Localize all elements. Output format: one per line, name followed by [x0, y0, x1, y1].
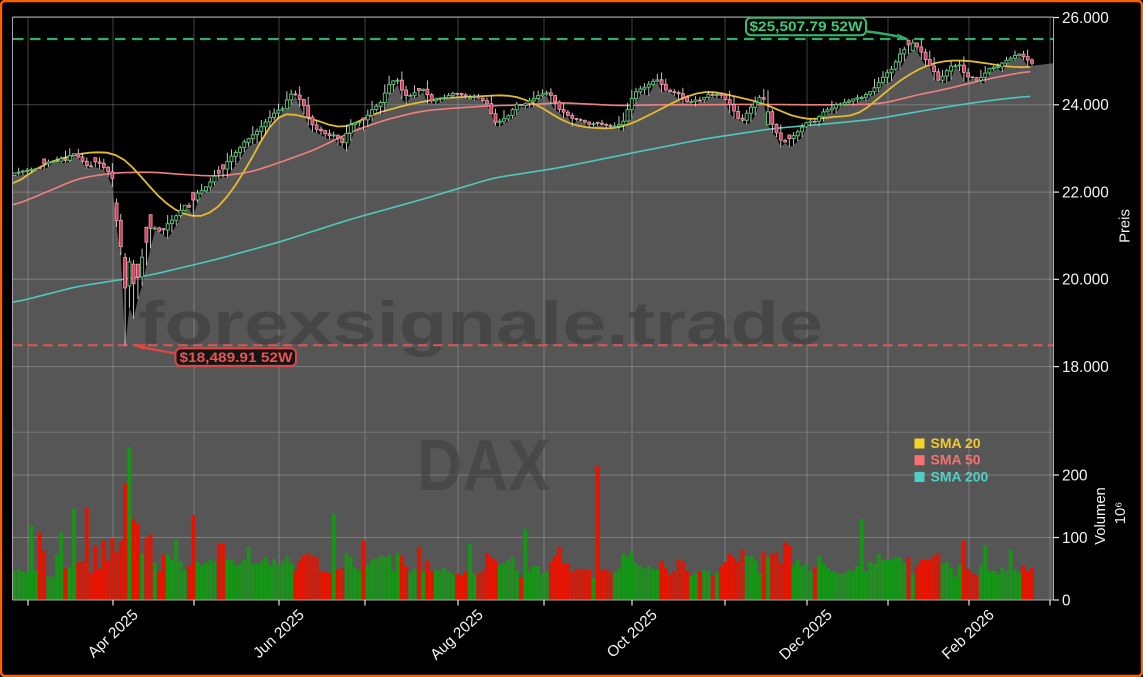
- svg-text:10⁶: 10⁶: [1113, 502, 1129, 525]
- svg-text:200: 200: [1062, 467, 1088, 484]
- svg-text:20.000: 20.000: [1062, 272, 1109, 289]
- svg-text:0: 0: [1062, 592, 1071, 609]
- svg-text:26.000: 26.000: [1062, 10, 1109, 27]
- svg-text:$18,489.91 52W: $18,489.91 52W: [180, 350, 294, 365]
- svg-text:24.000: 24.000: [1062, 97, 1109, 114]
- svg-text:SMA 20: SMA 20: [931, 435, 981, 451]
- svg-text:$25,507.79 52W: $25,507.79 52W: [750, 19, 864, 34]
- svg-text:Volumen: Volumen: [1093, 487, 1109, 545]
- svg-text:18.000: 18.000: [1062, 359, 1109, 376]
- svg-text:100: 100: [1062, 530, 1088, 547]
- svg-text:forexsignale.trade: forexsignale.trade: [138, 290, 823, 357]
- svg-text:SMA 200: SMA 200: [931, 468, 989, 484]
- svg-text:Preis: Preis: [1118, 209, 1134, 243]
- svg-text:SMA 50: SMA 50: [931, 452, 981, 468]
- svg-text:22.000: 22.000: [1062, 184, 1109, 201]
- svg-text:DAX: DAX: [417, 426, 550, 506]
